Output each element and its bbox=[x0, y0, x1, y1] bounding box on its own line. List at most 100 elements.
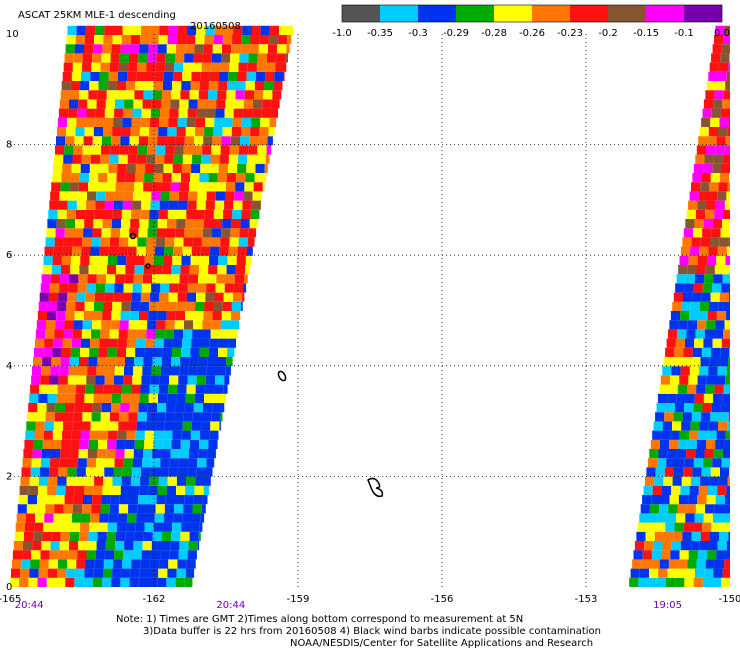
data-cell bbox=[160, 458, 170, 468]
data-cell bbox=[192, 62, 202, 72]
data-cell bbox=[168, 200, 179, 210]
data-cell bbox=[693, 228, 703, 238]
data-cell bbox=[222, 393, 226, 403]
data-cell bbox=[178, 283, 188, 293]
data-cell bbox=[140, 476, 150, 486]
data-cell bbox=[92, 403, 102, 413]
data-cell bbox=[193, 145, 203, 155]
data-cell bbox=[175, 228, 185, 238]
data-cell bbox=[68, 283, 78, 293]
data-cell bbox=[206, 191, 216, 201]
data-cell bbox=[50, 191, 60, 201]
data-cell bbox=[660, 439, 670, 449]
data-cell bbox=[684, 577, 694, 587]
data-cell bbox=[47, 301, 58, 311]
data-cell bbox=[24, 531, 34, 541]
data-cell bbox=[52, 430, 63, 440]
data-cell bbox=[188, 458, 198, 468]
data-cell bbox=[71, 163, 81, 173]
island-outline bbox=[129, 232, 137, 240]
data-cell bbox=[64, 53, 74, 63]
data-cell bbox=[237, 246, 247, 256]
data-cell bbox=[205, 467, 213, 477]
data-cell bbox=[127, 329, 138, 339]
data-cell bbox=[61, 439, 71, 449]
colorbar-tick-label: -0.26 bbox=[519, 28, 545, 39]
data-cell bbox=[697, 550, 708, 560]
data-cell bbox=[213, 35, 223, 45]
data-cell bbox=[167, 476, 177, 486]
data-cell bbox=[130, 485, 140, 495]
data-cell bbox=[180, 531, 190, 541]
data-cell bbox=[186, 476, 196, 486]
data-cell bbox=[713, 568, 723, 578]
data-cell bbox=[104, 108, 115, 118]
data-cell bbox=[690, 301, 700, 311]
data-cell bbox=[152, 531, 162, 541]
data-cell bbox=[210, 62, 221, 72]
data-cell bbox=[130, 127, 140, 137]
data-cell bbox=[98, 347, 108, 357]
data-cell bbox=[19, 485, 29, 495]
data-cell bbox=[81, 71, 91, 81]
swath-time-label: 20:44 bbox=[15, 600, 44, 611]
data-cell bbox=[188, 274, 198, 284]
data-cell bbox=[241, 127, 251, 137]
data-cell bbox=[98, 439, 108, 449]
data-cell bbox=[46, 403, 56, 413]
data-cell bbox=[65, 403, 75, 413]
data-cell bbox=[124, 541, 134, 551]
data-cell bbox=[711, 53, 721, 63]
data-cell bbox=[140, 117, 150, 127]
data-cell bbox=[184, 53, 194, 63]
data-cell bbox=[105, 283, 115, 293]
data-cell bbox=[682, 531, 692, 541]
data-cell bbox=[675, 577, 685, 587]
data-cell bbox=[85, 117, 95, 127]
data-cell bbox=[189, 265, 199, 275]
data-cell bbox=[662, 421, 672, 431]
data-cell bbox=[102, 393, 112, 403]
data-cell bbox=[148, 219, 158, 229]
data-cell bbox=[694, 513, 704, 523]
data-cell bbox=[137, 412, 147, 422]
data-cell bbox=[706, 200, 716, 210]
data-cell bbox=[692, 173, 702, 183]
data-cell bbox=[254, 81, 265, 91]
data-cell bbox=[722, 274, 730, 284]
data-cell bbox=[693, 403, 703, 413]
data-cell bbox=[721, 163, 730, 173]
data-cell bbox=[220, 320, 230, 330]
data-cell bbox=[63, 237, 74, 247]
data-cell bbox=[91, 329, 101, 339]
data-cell bbox=[244, 274, 248, 284]
data-cell bbox=[193, 228, 203, 238]
data-cell bbox=[143, 449, 153, 459]
data-cell bbox=[66, 127, 76, 137]
data-cell bbox=[163, 338, 173, 348]
data-cell bbox=[20, 568, 30, 578]
data-cell bbox=[238, 62, 248, 72]
data-cell bbox=[43, 255, 53, 265]
data-cell bbox=[685, 274, 695, 284]
data-cell bbox=[174, 320, 184, 330]
data-cell bbox=[55, 403, 65, 413]
data-cell bbox=[207, 99, 217, 109]
data-cell bbox=[247, 237, 255, 247]
data-cell bbox=[233, 108, 243, 118]
data-cell bbox=[162, 90, 172, 100]
data-cell bbox=[73, 320, 83, 330]
data-cell bbox=[222, 219, 232, 229]
data-cell bbox=[57, 209, 67, 219]
data-cell bbox=[119, 145, 129, 155]
data-cell bbox=[240, 219, 250, 229]
data-cell bbox=[702, 228, 712, 238]
data-cell bbox=[183, 145, 193, 155]
data-cell bbox=[176, 219, 186, 229]
data-cell bbox=[154, 513, 164, 523]
data-cell bbox=[700, 476, 710, 486]
data-cell bbox=[222, 44, 232, 54]
data-cell bbox=[116, 173, 126, 183]
data-cell bbox=[146, 154, 156, 164]
